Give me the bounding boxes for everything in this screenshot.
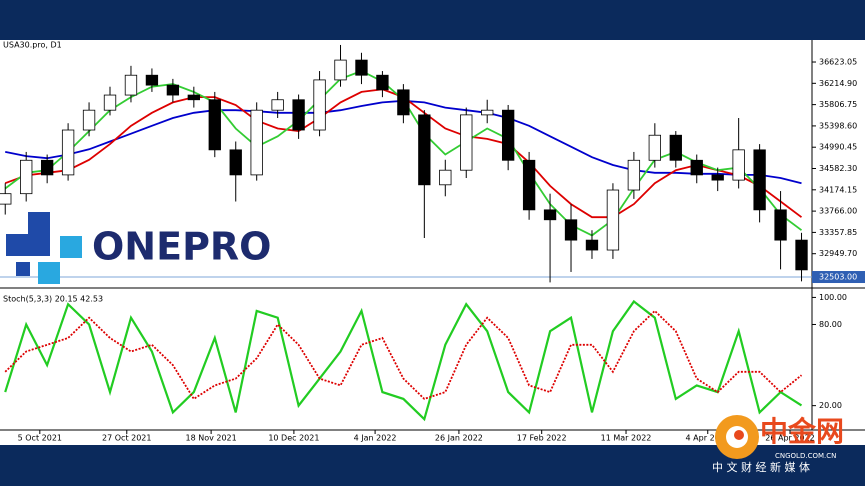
candle-body: [648, 134, 662, 161]
x-tick-label: 18 Nov 2021: [185, 434, 236, 443]
plot: 36623.05 36214.90 35806.75 35398.60 34990.45…: [0, 44, 865, 443]
y-tick-label: 80.00: [819, 320, 842, 329]
candle-body: [585, 239, 599, 251]
x-tick-label: 17 Feb 2022: [517, 434, 567, 443]
candle-body: [690, 159, 703, 176]
candle-body: [669, 134, 682, 161]
candle-body: [61, 129, 75, 176]
last-price-box: [812, 271, 865, 284]
candle-body: [313, 79, 326, 131]
candle-body: [460, 114, 473, 171]
candle-body: [795, 239, 808, 271]
logo-text: ONEPRO: [92, 225, 271, 269]
candle-body: [606, 189, 620, 251]
x-tick-label: 27 Oct 2021: [102, 434, 151, 443]
candle-body: [40, 159, 54, 176]
candle-body: [397, 89, 410, 116]
x-tick-label: 26 Jan 2022: [435, 434, 483, 443]
candle-body: [208, 99, 221, 151]
candle-body: [481, 109, 494, 116]
chart-area: [0, 40, 865, 445]
candle-body: [145, 74, 159, 86]
candle-body: [439, 169, 452, 186]
site: CNGOLD.COM.CN: [775, 452, 836, 460]
candle-body: [355, 59, 368, 76]
candle-body: [20, 159, 33, 195]
x-tick-label: 11 Mar 2022: [601, 434, 652, 443]
y-tick-label: 32949.70: [819, 249, 857, 258]
candle-body: [774, 209, 787, 241]
candle-body: [124, 74, 138, 96]
onepro-logo: ONEPRO: [6, 212, 271, 284]
candle-body: [0, 193, 12, 205]
candle-body: [229, 149, 242, 176]
candle-body: [82, 109, 96, 131]
candle-body: [376, 74, 389, 91]
candle-body: [187, 94, 200, 101]
candle-body: [250, 109, 263, 176]
y-tick-label: 20.00: [819, 401, 842, 410]
candle-body: [166, 84, 180, 96]
line-series: [4, 309, 803, 401]
chart-title: USA30.pro, D1: [3, 41, 62, 50]
x-tick-label: 10 Dec 2021: [268, 434, 319, 443]
candle-body: [753, 149, 766, 211]
indicator-title: Stoch(5,3,3) 20.15 42.53: [3, 295, 103, 304]
candle-body: [334, 59, 347, 81]
line-series: [4, 299, 803, 422]
candle-body: [501, 109, 515, 161]
y-tick-label: 36623.05: [819, 58, 857, 67]
y-tick-label: 35398.60: [819, 121, 857, 130]
y-tick-label: 33766.00: [819, 207, 857, 216]
candle-body: [522, 159, 536, 211]
y-tick-label: 34582.30: [819, 164, 857, 173]
candle-body: [103, 94, 117, 111]
candle-body: [732, 149, 745, 181]
y-tick-label: 34174.15: [819, 185, 857, 194]
candle-body: [627, 159, 641, 191]
x-tick-label: 4 Apr 2022: [686, 434, 730, 443]
last-price-label: 32503.00: [819, 273, 857, 282]
y-tick-label: 35806.75: [819, 100, 857, 109]
watermark: 中金网: [760, 415, 844, 448]
candle-body: [564, 219, 578, 241]
candle-body: [711, 174, 724, 181]
candle-body: [543, 209, 557, 221]
tagline: 中 文 财 经 新 媒 体: [712, 460, 810, 474]
candle-body: [292, 99, 305, 131]
y-tick-label: 34990.45: [819, 143, 857, 152]
x-tick-label: 5 Oct 2021: [18, 434, 62, 443]
y-tick-label: 33357.85: [819, 228, 857, 237]
y-tick-label: 36214.90: [819, 79, 857, 88]
cngold-logo: 中金网 CNGOLD.COM.CN 中 文 财 经 新 媒 体: [712, 415, 844, 474]
y-tick-label: 100.00: [819, 293, 847, 302]
x-tick-label: 26 Apr 2022: [765, 434, 814, 443]
candle-body: [271, 99, 284, 111]
x-tick-label: 4 Jan 2022: [354, 434, 397, 443]
candle-body: [418, 114, 431, 186]
